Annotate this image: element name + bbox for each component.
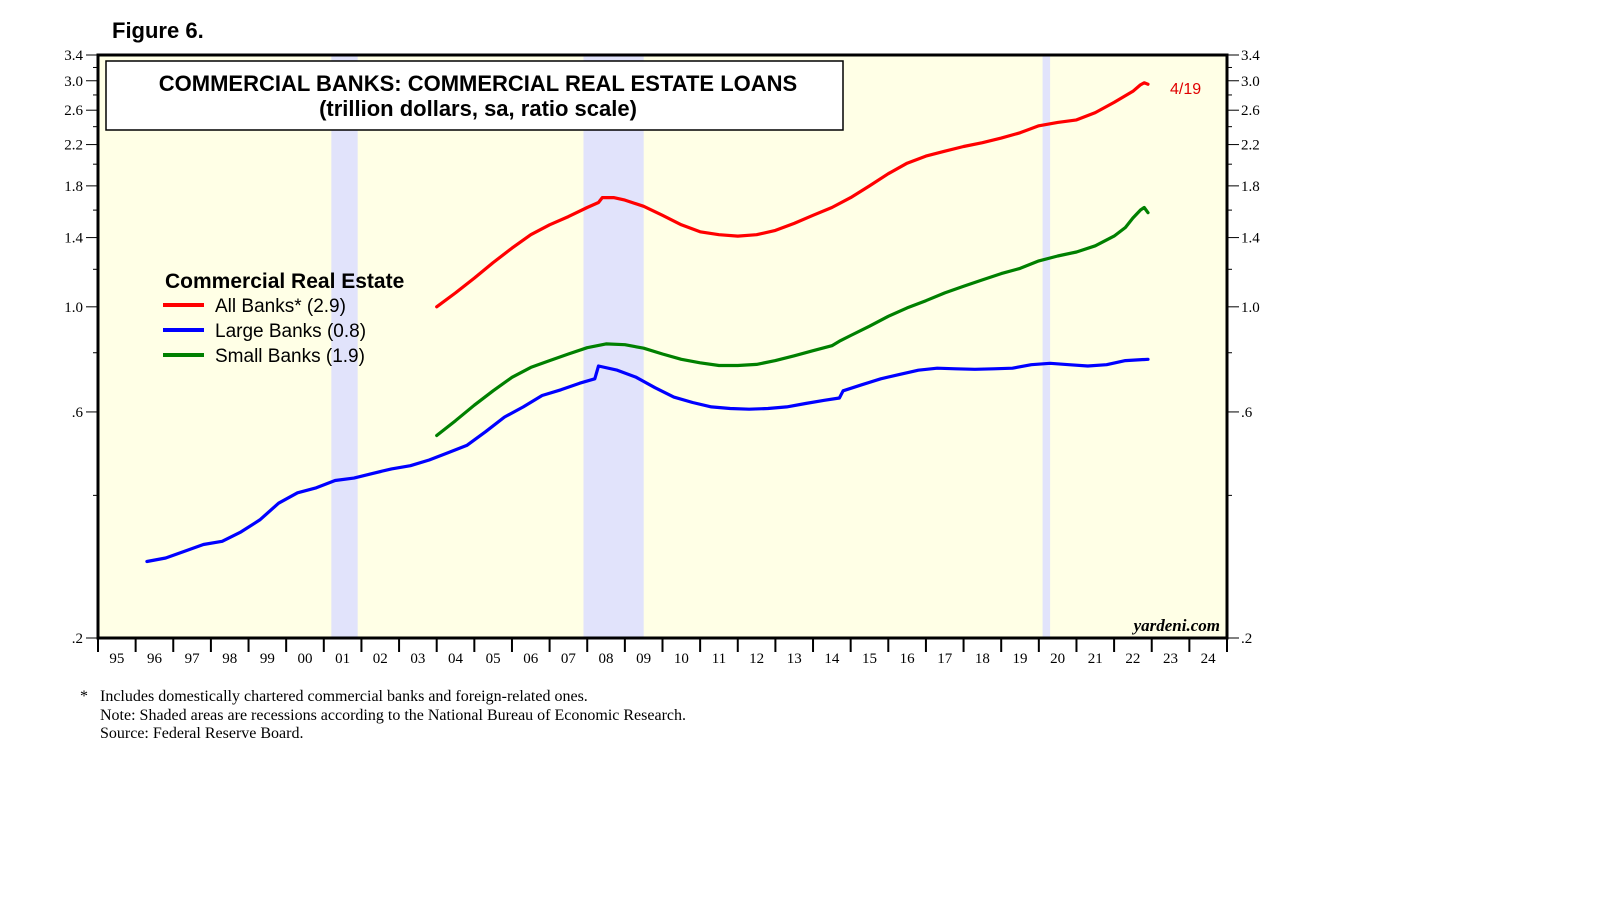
x-tick-label: 99	[260, 651, 275, 667]
footnote-line-2: Note: Shaded areas are recessions accord…	[100, 706, 686, 724]
y-tick-label-right: 3.4	[1241, 48, 1260, 64]
x-tick-label: 97	[185, 651, 201, 667]
y-tick-label-left: 2.6	[64, 103, 83, 119]
x-tick-label: 02	[373, 651, 388, 667]
legend: Commercial Real Estate All Banks* (2.9) …	[163, 270, 404, 367]
y-tick-label-right: 3.0	[1241, 74, 1260, 90]
x-tick-label: 22	[1125, 651, 1140, 667]
x-tick-label: 19	[1013, 651, 1028, 667]
footnote-line-3: Source: Federal Reserve Board.	[100, 725, 304, 742]
y-tick-label-right: .2	[1241, 631, 1252, 647]
x-axis: 95 96 97 98 99 00 01 02 03 04 05 06 07 08 09 10 11 12 13 14…	[97, 638, 1228, 667]
x-tick-label: 98	[222, 651, 237, 667]
x-tick-label: 04	[448, 651, 464, 667]
recession-band-1	[331, 55, 358, 638]
x-tick-label: 95	[109, 651, 124, 667]
x-tick-label: 09	[636, 651, 651, 667]
y-tick-label-right: 1.0	[1241, 300, 1260, 316]
x-tick-label: 13	[787, 651, 802, 667]
x-tick-label: 10	[674, 651, 689, 667]
x-tick-label: 14	[824, 651, 840, 667]
y-axis-right: 3.4 3.0 2.6 2.2 1.8 1.4 1.0 .6 .2	[1227, 48, 1260, 647]
large-banks-line	[145, 357, 1150, 564]
y-tick-label-right: 2.2	[1241, 138, 1260, 154]
y-tick-label-right: 1.4	[1241, 231, 1260, 247]
small-banks-line	[435, 205, 1150, 438]
y-tick-label-right: 1.8	[1241, 179, 1260, 195]
y-tick-label-left: 1.8	[64, 179, 83, 195]
footnote-star: *	[80, 688, 88, 705]
x-tick-label: 96	[147, 651, 163, 667]
x-tick-label: 24	[1201, 651, 1217, 667]
footnote-line-1: * Includes domestically chartered commerc…	[80, 688, 686, 707]
legend-label-all-banks: All Banks* (2.9)	[215, 296, 346, 317]
chart-subtitle: (trillion dollars, sa, ratio scale)	[319, 96, 637, 121]
x-tick-label: 05	[486, 651, 501, 667]
y-tick-label-left: 1.4	[64, 231, 83, 247]
x-tick-label: 06	[523, 651, 539, 667]
end-date-annotation: 4/19	[1170, 81, 1201, 98]
title-box: COMMERCIAL BANKS: COMMERCIAL REAL ESTATE…	[105, 60, 844, 131]
footnote-text-1: Includes domestically chartered commerci…	[100, 688, 588, 705]
y-tick-label-left: 1.0	[64, 300, 83, 316]
watermark: yardeni.com	[1132, 616, 1220, 635]
chart-title: COMMERCIAL BANKS: COMMERCIAL REAL ESTATE…	[159, 71, 797, 96]
y-tick-label-right: .6	[1241, 405, 1253, 421]
x-tick-label: 08	[599, 651, 614, 667]
x-tick-label: 00	[297, 651, 312, 667]
x-tick-label: 07	[561, 651, 577, 667]
legend-title: Commercial Real Estate	[165, 270, 404, 293]
series-lines	[145, 81, 1150, 564]
x-tick-label: 21	[1088, 651, 1103, 667]
x-tick-label: 17	[937, 651, 953, 667]
y-tick-label-left: .6	[72, 405, 84, 421]
y-axis-left: 3.4 3.0 2.6 2.2 1.8 1.4 1.0 .6 .2	[64, 48, 98, 647]
y-tick-label-left: 3.0	[64, 74, 83, 90]
x-tick-label: 01	[335, 651, 350, 667]
legend-label-small-banks: Small Banks (1.9)	[215, 346, 365, 367]
x-tick-label: 11	[712, 651, 726, 667]
x-tick-label: 15	[862, 651, 877, 667]
y-tick-label-right: 2.6	[1241, 103, 1260, 119]
y-tick-label-left: 3.4	[64, 48, 83, 64]
recession-band-3	[1042, 55, 1051, 638]
y-tick-label-left: .2	[72, 631, 83, 647]
all-banks-line	[435, 81, 1150, 309]
legend-label-large-banks: Large Banks (0.8)	[215, 321, 366, 342]
footnotes: * Includes domestically chartered commerc…	[80, 688, 686, 744]
x-tick-label: 18	[975, 651, 990, 667]
x-tick-label: 16	[900, 651, 916, 667]
plot-background	[98, 55, 1227, 638]
x-tick-label: 20	[1050, 651, 1065, 667]
x-tick-label: 12	[749, 651, 764, 667]
x-tick-label: 23	[1163, 651, 1178, 667]
x-tick-label: 03	[410, 651, 425, 667]
figure-label: Figure 6.	[112, 18, 204, 43]
y-tick-label-left: 2.2	[64, 138, 83, 154]
